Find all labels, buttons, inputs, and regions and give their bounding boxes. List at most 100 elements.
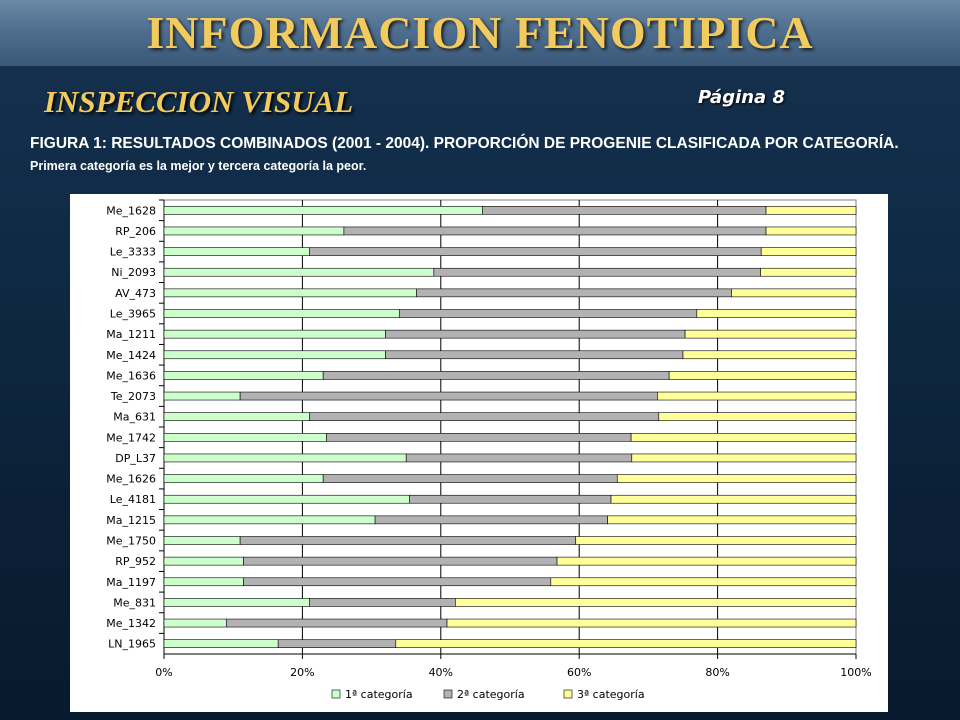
category-label: RP_206 [115, 225, 156, 238]
bar-segment-3 [658, 412, 857, 421]
bar-segment-3 [446, 618, 857, 628]
bar-segment-3 [630, 433, 857, 442]
legend-swatch [443, 689, 453, 699]
x-tick-label: 20% [290, 666, 314, 679]
bar-segment-2 [409, 494, 612, 504]
bar-segment-2 [243, 577, 552, 587]
bar-segment-3 [550, 577, 857, 587]
bar-segment-2 [343, 226, 767, 236]
x-tick-label: 0% [155, 666, 172, 679]
stacked-bar-chart: 0% 20% 40% 60% 80% 100% Me_1628 RP_206 Le_3333 Ni… [106, 199, 872, 701]
bar-segment-2 [225, 618, 448, 628]
legend-label: 2ª categoría [457, 688, 525, 701]
bar-segment-3 [760, 267, 857, 277]
bar-segment-1 [163, 391, 241, 401]
category-label: Ma_631 [113, 411, 156, 424]
bar-segment-1 [163, 329, 386, 339]
category-label: Ma_1215 [106, 514, 156, 527]
bar-segment-1 [163, 288, 417, 298]
page-number: Página 8 [698, 87, 785, 108]
bar-segment-3 [765, 226, 857, 236]
legend-swatch [331, 689, 341, 699]
category-label: AV_473 [115, 287, 156, 300]
bar-segment-3 [616, 474, 857, 483]
category-label: Me_1628 [106, 204, 156, 217]
bar-segment-3 [668, 371, 857, 380]
legend-swatch [563, 689, 573, 699]
bar-segment-3 [395, 639, 857, 648]
category-label: Me_1626 [106, 473, 156, 486]
bar-segment-1 [163, 267, 435, 277]
bar-segment-2 [239, 391, 658, 401]
bar-segment-3 [696, 309, 857, 318]
category-label: RP_952 [115, 555, 156, 568]
bar-segment-2 [385, 329, 686, 339]
bar-segment-3 [631, 453, 857, 463]
bar-segment-1 [163, 556, 244, 566]
category-label: Ma_1197 [106, 576, 156, 589]
bar-segment-1 [163, 494, 410, 504]
category-label: LN_1965 [108, 638, 156, 651]
category-label: Me_831 [113, 596, 156, 609]
bar-segment-1 [163, 577, 244, 587]
legend-label: 1ª categoría [345, 688, 413, 701]
bar-segment-2 [322, 474, 618, 483]
bar-segment-3 [760, 247, 857, 256]
bar-segment-2 [482, 206, 767, 215]
bar-segment-2 [309, 598, 456, 607]
category-label: Le_3965 [110, 308, 156, 321]
x-tick-label: 80% [705, 666, 729, 679]
bar-segment-1 [163, 247, 310, 256]
bar-segment-2 [374, 515, 608, 525]
bar-segment-2 [416, 288, 732, 298]
bar-segment-1 [163, 618, 227, 628]
bar-segment-3 [575, 536, 857, 545]
category-label: Me_1636 [106, 369, 156, 382]
bar-segment-1 [163, 536, 241, 545]
bar-segment-2 [385, 350, 684, 360]
bar-segment-2 [405, 453, 633, 463]
bar-segment-2 [309, 247, 762, 256]
bar-segment-2 [398, 309, 698, 318]
category-label: Me_1742 [106, 431, 156, 444]
bar-segment-2 [243, 556, 558, 566]
caption-main: FIGURA 1: RESULTADOS COMBINADOS (2001 - … [30, 135, 899, 152]
bar-segment-3 [684, 329, 857, 339]
bar-segment-1 [163, 350, 386, 360]
bar-segment-1 [163, 412, 310, 421]
category-label: Le_3333 [110, 246, 156, 259]
category-label: Me_1342 [106, 617, 156, 630]
chart-area: 0% 20% 40% 60% 80% 100% Me_1628 RP_206 Le_3333 Ni… [70, 194, 888, 712]
bar-segment-3 [556, 556, 857, 566]
bar-segment-2 [433, 267, 761, 277]
bar-segment-2 [239, 536, 577, 545]
header-band [0, 0, 960, 66]
bar-segment-2 [277, 639, 397, 648]
bar-segment-3 [682, 350, 857, 360]
bar-segment-2 [309, 412, 660, 421]
caption-note: Primera categoría es la mejor y tercera … [30, 159, 367, 173]
figure-caption: FIGURA 1: RESULTADOS COMBINADOS (2001 - … [30, 133, 940, 177]
legend-label: 3ª categoría [577, 688, 645, 701]
category-label: Ma_1211 [106, 328, 156, 341]
bar-segment-1 [163, 598, 310, 607]
category-label: Me_1424 [106, 349, 156, 362]
bar-segment-1 [163, 371, 324, 380]
bar-segment-3 [731, 288, 857, 298]
category-label: Te_2073 [110, 390, 156, 403]
bar-segment-3 [657, 391, 857, 401]
section-title: INSPECCION VISUAL [44, 84, 354, 119]
category-label: DP_L37 [115, 452, 156, 465]
category-label: Ni_2093 [111, 266, 156, 279]
bar-segment-3 [455, 598, 857, 607]
main-title: INFORMACION FENOTIPICA [146, 7, 814, 58]
bar-segment-1 [163, 226, 345, 236]
bar-segment-1 [163, 515, 376, 525]
x-tick-label: 60% [567, 666, 591, 679]
bar-segment-3 [765, 206, 857, 215]
bar-segment-3 [607, 515, 857, 525]
bar-segment-1 [163, 453, 407, 463]
x-tick-label: 100% [840, 666, 871, 679]
bar-segment-3 [610, 494, 857, 504]
x-tick-label: 40% [429, 666, 453, 679]
